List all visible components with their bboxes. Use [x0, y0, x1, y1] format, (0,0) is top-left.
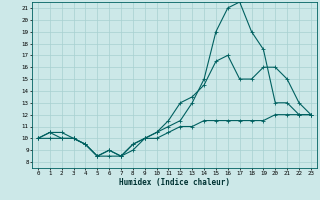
X-axis label: Humidex (Indice chaleur): Humidex (Indice chaleur) [119, 178, 230, 187]
